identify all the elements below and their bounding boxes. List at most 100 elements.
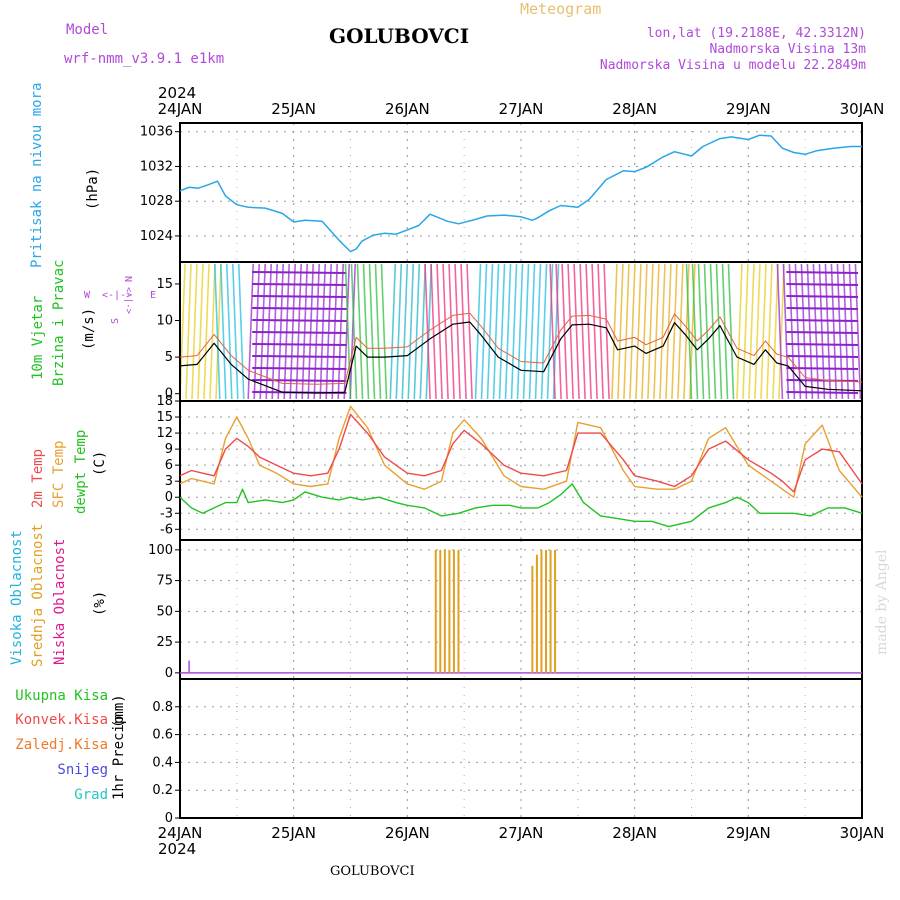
wind-barb — [721, 263, 729, 400]
wind-barb — [307, 263, 314, 400]
wind-barb — [454, 263, 461, 400]
wind-barb — [197, 263, 204, 400]
wind-barb — [786, 331, 859, 334]
wind-barb — [748, 263, 755, 400]
x-tick-label-top: 26JAN — [385, 100, 430, 118]
wind-direction-legend: N W E S <-|-> <-|-> — [84, 276, 156, 324]
wind-barb — [389, 263, 397, 400]
x-tick-label-bottom: 26JAN — [385, 824, 430, 842]
wind-barb — [697, 263, 705, 400]
wind-barb — [356, 263, 364, 400]
wind-barb — [579, 263, 586, 400]
wind-barb — [683, 263, 690, 400]
wind-barb — [760, 263, 767, 400]
svg-text:<-|->: <-|-> — [123, 287, 133, 315]
wind-barb — [685, 263, 693, 400]
meteogram-title: Meteogram — [520, 0, 601, 18]
legend-snijeg: Snijeg — [57, 762, 108, 778]
legend-ukupna-kisa: Ukupna Kisa — [15, 688, 108, 704]
wind-barb — [301, 263, 308, 400]
legend-konvek-kisa: Konvek.Kisa — [15, 712, 108, 728]
wind-barb — [691, 263, 699, 400]
y-tick-label: 0 — [165, 666, 173, 681]
y-tick-label: 25 — [156, 635, 173, 650]
temp2m-ylabel: 2m Temp — [30, 449, 46, 508]
year-label-bottom: 2024 — [158, 840, 196, 858]
wind-barb — [617, 263, 624, 400]
sfc-temp-ylabel: SFC Temp — [51, 441, 67, 508]
wind-barb — [442, 263, 449, 400]
wind-barb — [842, 263, 850, 400]
y-tick-label: 0 — [165, 490, 173, 505]
x-tick-label-bottom: 25JAN — [271, 824, 316, 842]
dewpt-line — [179, 483, 863, 528]
y-tick-label: 0.6 — [152, 728, 173, 743]
wind-barb — [203, 263, 210, 400]
wind-barb — [252, 295, 347, 298]
wind-barb — [252, 343, 347, 346]
wind-barb — [486, 263, 494, 400]
svg-text:N: N — [122, 276, 133, 282]
wind-barb — [597, 263, 604, 400]
y-tick-label: 15 — [156, 277, 173, 292]
wind-barb — [549, 263, 556, 400]
high-cloud-ylabel: Visoka Oblacnost — [9, 530, 25, 665]
wind-barb — [709, 263, 717, 400]
wind-barb — [659, 263, 666, 400]
wind-barb — [325, 263, 332, 400]
x-tick-label-top: 30JAN — [840, 100, 885, 118]
wind-barb — [653, 263, 660, 400]
mid-cloud-ylabel: Srednja Oblacnost — [30, 524, 46, 667]
wind-barb — [219, 263, 227, 400]
model-name: wrf-nmm_v3.9.1 e1km — [64, 51, 224, 67]
y-tick-label: 100 — [148, 543, 173, 558]
low-cloud-ylabel: Niska Oblacnost — [52, 539, 68, 665]
wind-barb — [742, 263, 749, 400]
x-tick-label-bottom: 29JAN — [726, 824, 771, 842]
y-tick-label: 12 — [156, 426, 173, 441]
wind-barb — [337, 263, 344, 400]
wind-barb — [766, 263, 773, 400]
wind-barb — [824, 263, 832, 400]
wind-barb — [786, 391, 859, 394]
station-title: GOLUBOVCI — [329, 24, 469, 48]
pressure-unit: (hPa) — [85, 168, 101, 210]
wind-barb — [344, 263, 352, 400]
wind-barb — [782, 263, 790, 400]
wind-barb — [231, 263, 239, 400]
wind-barb — [225, 263, 233, 400]
wind-barb — [504, 263, 512, 400]
wind-barb — [786, 355, 859, 358]
wind-barb — [368, 263, 376, 400]
x-tick-label-top: 25JAN — [271, 100, 316, 118]
wind-ylabel-2: Brzina i Pravac — [51, 260, 67, 386]
wind-barb — [567, 263, 574, 400]
wind-barb — [836, 263, 844, 400]
model-label: Model — [66, 22, 108, 38]
y-tick-label: 1032 — [140, 159, 173, 174]
x-tick-label-bottom: 28JAN — [612, 824, 657, 842]
wind-barb — [252, 283, 347, 286]
wind-barb — [534, 263, 542, 400]
wind-barb — [671, 263, 678, 400]
wind-barb — [313, 263, 320, 400]
y-tick-label: -6 — [160, 522, 173, 537]
wind-barb — [252, 319, 347, 322]
wind-barb — [510, 263, 518, 400]
wind-barb — [480, 263, 488, 400]
wind-barb — [448, 263, 455, 400]
y-tick-label: 0.2 — [152, 783, 173, 798]
wind-barb — [252, 355, 347, 358]
wind-barb — [635, 263, 642, 400]
wind-barb — [772, 263, 779, 400]
legend-grad: Grad — [74, 787, 108, 803]
wind-barb — [419, 263, 427, 400]
sfc-temp-line — [179, 405, 863, 498]
wind-barb — [591, 263, 598, 400]
x-tick-label-bottom: 30JAN — [840, 824, 885, 842]
wind-barb — [727, 263, 735, 400]
wind-barb — [247, 263, 254, 400]
x-tick-label-bottom: 27JAN — [499, 824, 544, 842]
temp-unit: (C) — [92, 451, 108, 476]
